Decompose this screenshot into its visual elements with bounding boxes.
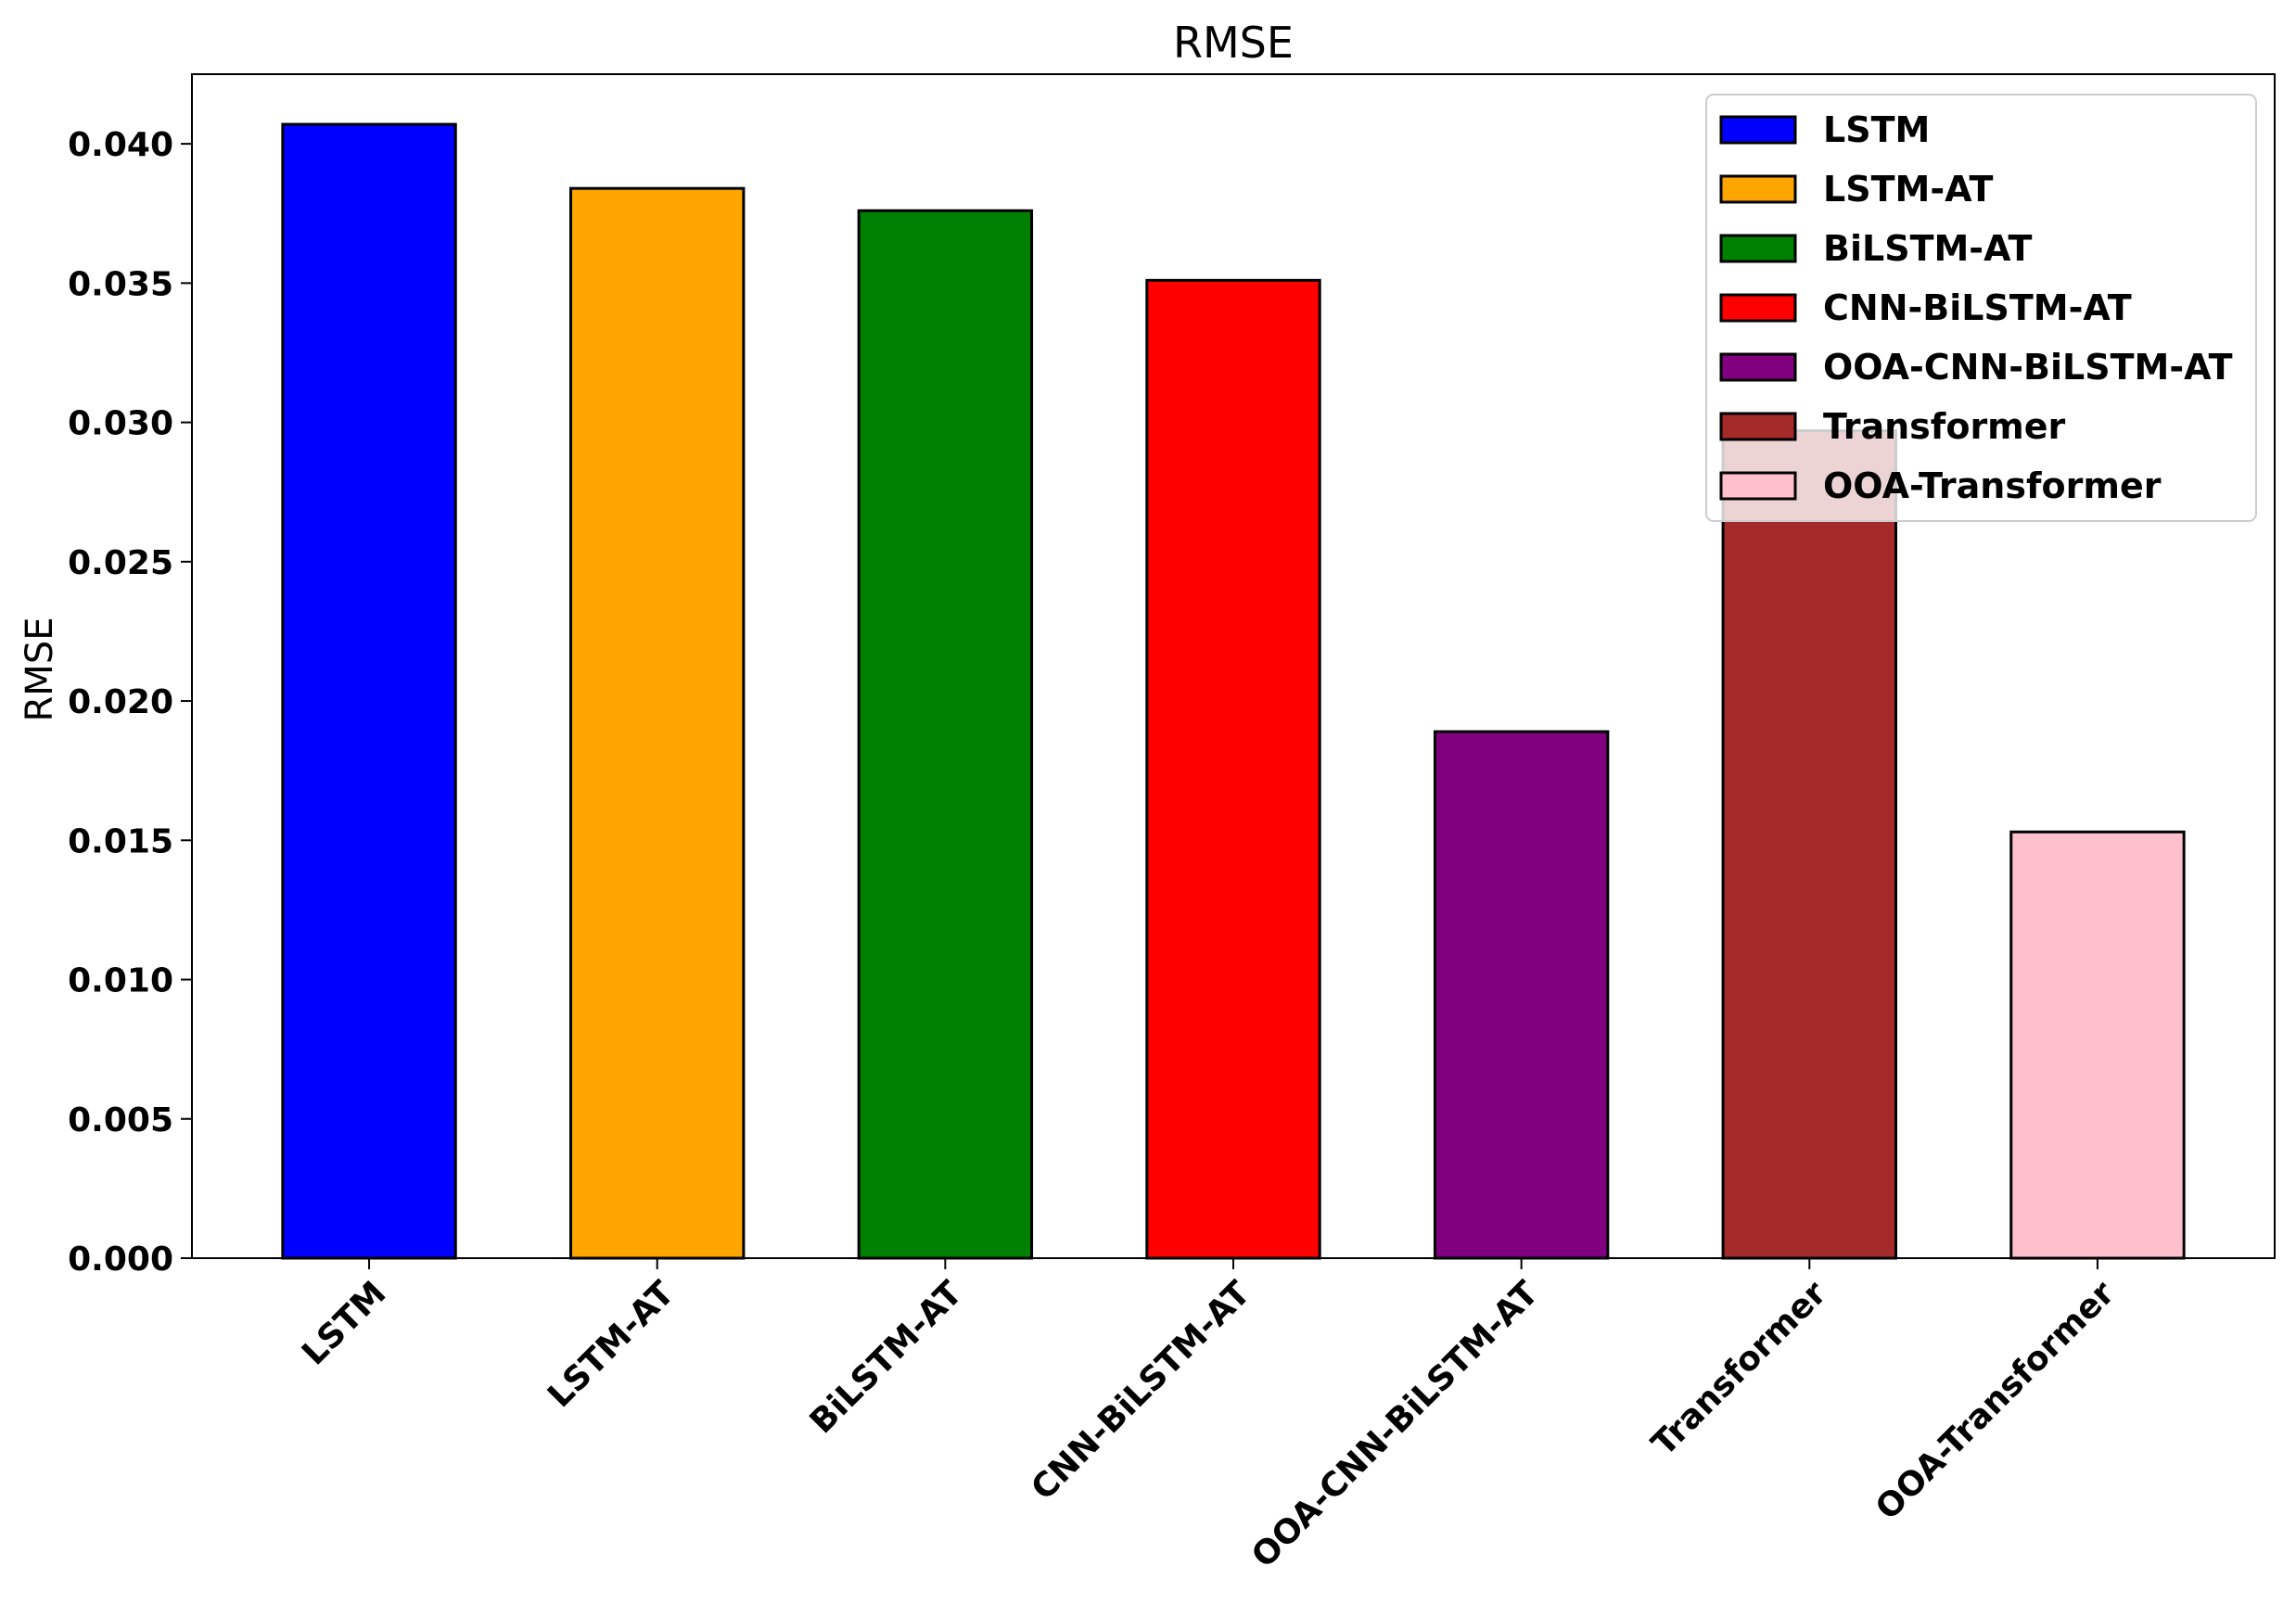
legend-swatch [1719, 234, 1797, 263]
legend-label: OOA-Transformer [1823, 465, 2162, 506]
bar-lstm-at [569, 186, 746, 1260]
bars [281, 122, 2186, 1260]
legend-swatch [1719, 174, 1797, 204]
y-tick-label: 0.000 [68, 1241, 173, 1279]
legend-swatch [1719, 471, 1797, 501]
y-tick-label: 0.010 [68, 962, 173, 1000]
legend-label: BiLSTM-AT [1823, 228, 2033, 269]
bar-ooa-transformer [2009, 830, 2186, 1260]
legend-label: CNN-BiLSTM-AT [1823, 287, 2132, 328]
legend-label: OOA-CNN-BiLSTM-AT [1823, 347, 2233, 388]
bar-lstm [281, 122, 457, 1260]
bar-ooa-cnn-bilstm-at [1433, 730, 1610, 1260]
legend-label: LSTM [1823, 109, 1930, 150]
bar-bilstm-at [857, 209, 1034, 1260]
y-tick-label: 0.005 [68, 1101, 173, 1139]
y-tick-label: 0.020 [68, 683, 173, 721]
legend-label: LSTM-AT [1823, 169, 1994, 210]
chart-title: RMSE [1173, 18, 1294, 68]
x-tick-label: OOA-Transformer [1869, 1274, 2122, 1527]
x-tick-label: LSTM [295, 1274, 393, 1372]
legend-swatch [1719, 412, 1797, 441]
legend-box [1705, 94, 2257, 522]
x-tick-label: Transformer [1645, 1274, 1834, 1463]
plot-frame [191, 73, 2276, 1259]
x-axis-ticks: LSTM LSTM-AT BiLSTM-AT CNN-BiLSTM-ATOOA-CNN… [295, 1258, 2122, 1575]
y-tick-label: 0.040 [68, 126, 173, 164]
y-tick-label: 0.030 [68, 405, 173, 443]
bar-cnn-bilstm-at [1145, 278, 1321, 1260]
y-tick-label: 0.025 [68, 544, 173, 582]
y-tick-label: 0.035 [68, 265, 173, 303]
y-axis-label: RMSE [19, 617, 61, 722]
x-tick-label: BiLSTM-AT [803, 1274, 970, 1441]
x-tick-label: LSTM-AT [541, 1274, 682, 1415]
legend-swatch [1719, 293, 1797, 323]
x-tick-label: OOA-CNN-BiLSTM-AT [1244, 1274, 1546, 1575]
bar-transformer [1721, 429, 1897, 1260]
legend-swatch [1719, 352, 1797, 382]
legend-swatch [1719, 115, 1797, 145]
y-tick-label: 0.015 [68, 822, 173, 860]
y-axis-ticks: 0.000 0.005 0.010 0.015 0.020 0.025 0.030 0.035… [68, 126, 192, 1279]
x-tick-label: CNN-BiLSTM-AT [1024, 1274, 1257, 1508]
legend-label: Transformer [1823, 406, 2066, 447]
legend: LSTM LSTM-AT BiLSTM-AT CNN-BiLSTM-AT OOA-CNN… [1705, 94, 2257, 522]
